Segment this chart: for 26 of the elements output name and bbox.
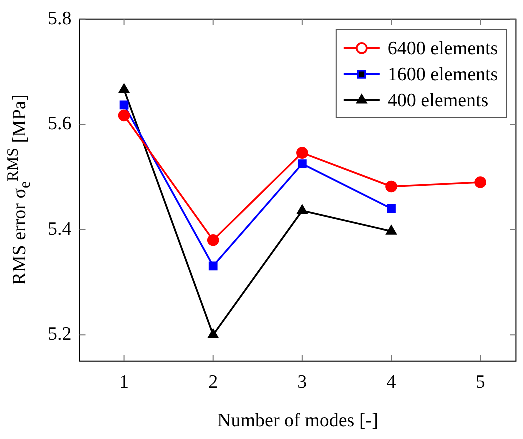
point: [474, 176, 486, 188]
point: [296, 147, 308, 159]
y-tick-label: 5.2: [48, 324, 72, 346]
point: [208, 262, 218, 271]
y-tick-label: 5.4: [48, 218, 72, 240]
point: [298, 160, 307, 169]
point: [118, 110, 130, 122]
point: [386, 180, 398, 193]
legend-label: 6400 elements: [388, 38, 498, 60]
point: [119, 84, 130, 94]
legend-label: 400 elements: [388, 90, 489, 112]
y-tick-label: 5.8: [48, 8, 72, 30]
y-tick-label: 5.6: [48, 114, 72, 135]
point: [207, 234, 220, 246]
x-tick-label: 2: [208, 372, 218, 393]
x-axis-title: Number of modes [-]: [218, 410, 378, 432]
x-tick-label: 5: [476, 372, 486, 393]
legend-label: 1600 elements: [388, 64, 498, 86]
x-tick-label: 1: [120, 372, 130, 393]
point: [297, 205, 308, 214]
point: [208, 329, 219, 338]
point: [386, 226, 397, 235]
point: [120, 100, 129, 110]
point: [387, 204, 396, 214]
x-tick-label: 4: [386, 372, 397, 393]
x-tick-label: 3: [298, 372, 308, 393]
